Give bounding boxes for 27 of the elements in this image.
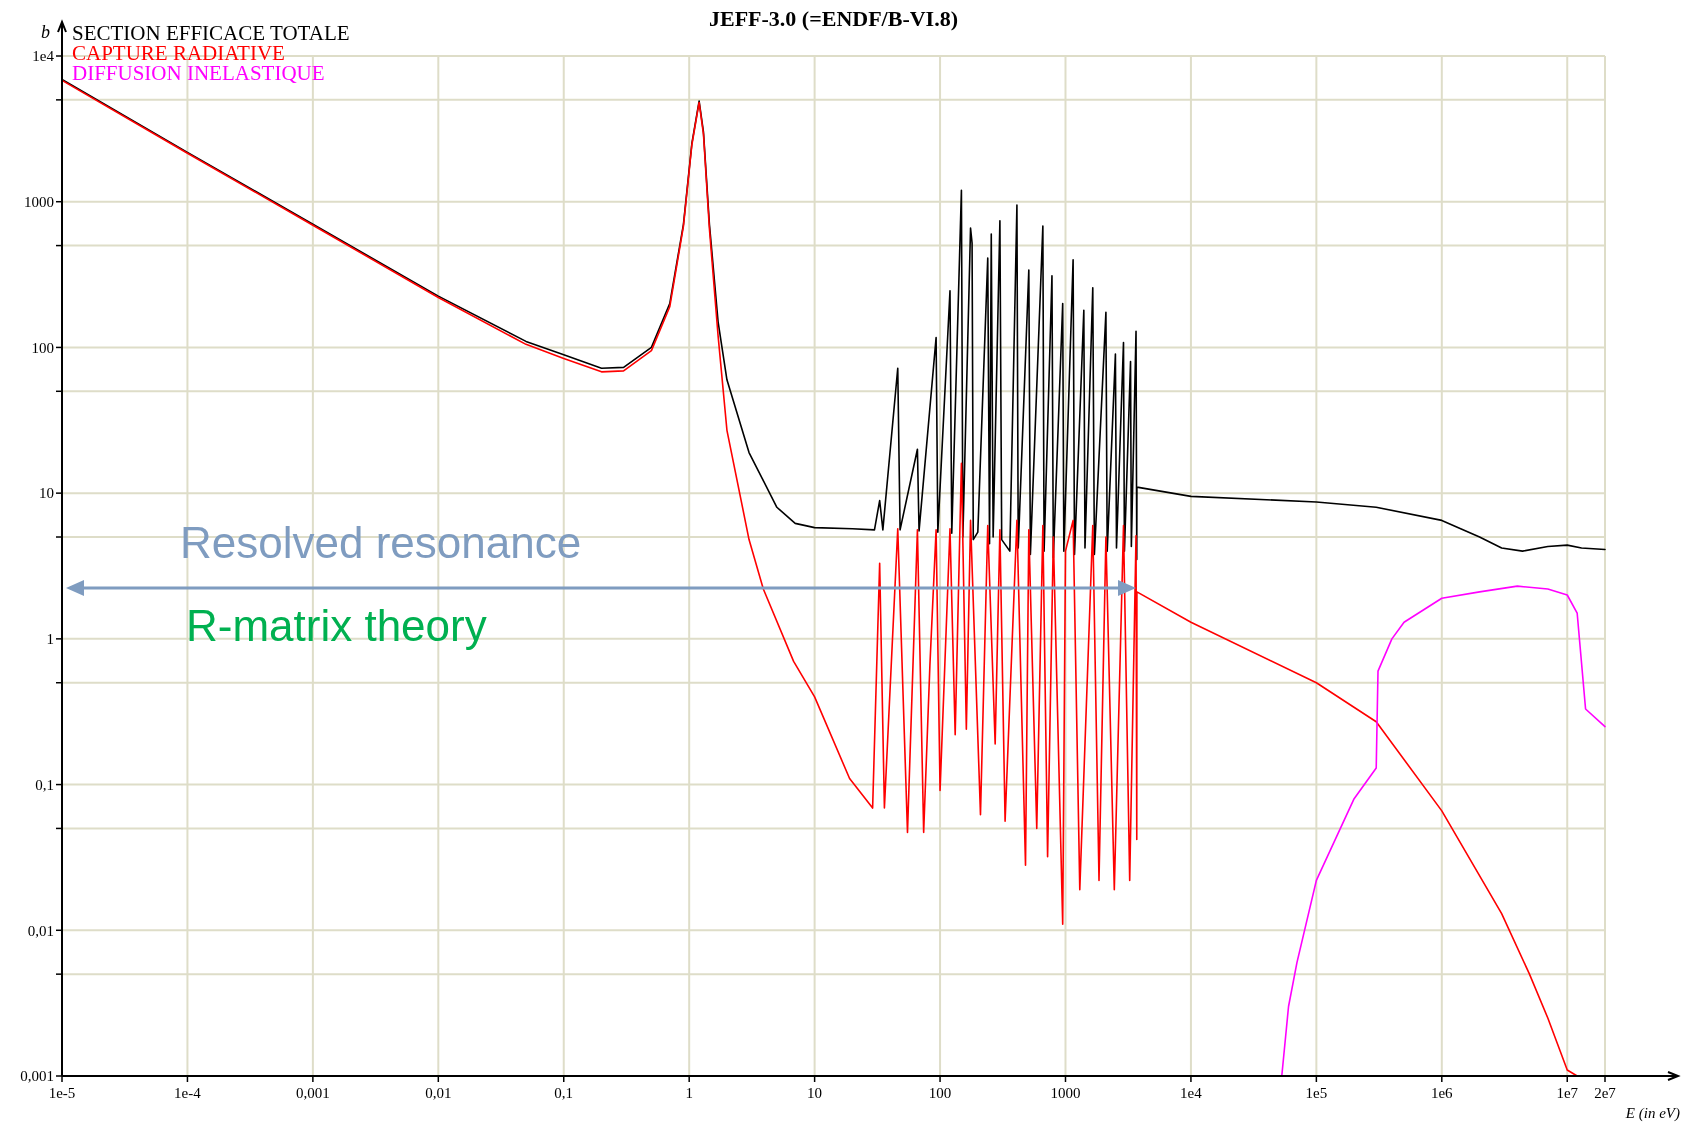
annotation: R-matrix theory [186,601,487,650]
x-tick-label: 2e7 [1594,1085,1617,1101]
y-tick-label: 100 [31,339,54,356]
x-tick-label: 1e4 [1180,1085,1203,1101]
y-tick-label: 0,1 [35,776,54,793]
y-axis-title: b [41,22,50,42]
x-tick-label: 1e5 [1305,1085,1328,1101]
x-tick-label: 10 [807,1085,823,1101]
y-tick-label: 0,01 [27,922,54,939]
x-tick-label: 0,001 [296,1085,330,1101]
x-tick-label: 100 [928,1085,952,1101]
x-tick-label: 1000 [1050,1085,1081,1101]
x-tick-label: 1e-5 [48,1085,76,1101]
y-tick-label: 10 [39,485,54,502]
y-tick-label: 1 [46,631,54,648]
y-tick-label: 1e4 [32,48,55,65]
x-tick-label: 1e7 [1556,1085,1579,1101]
x-tick-label: 1 [685,1085,693,1101]
chart-title: JEFF-3.0 (=ENDF/B-VI.8) [708,6,959,31]
x-tick-label: 0,1 [554,1085,574,1101]
x-tick-label: 1e6 [1430,1085,1454,1101]
y-tick-label: 0,001 [20,1068,54,1085]
x-axis-title: E (in eV) [1624,1105,1680,1122]
annotation: Resolved resonance [180,518,582,567]
y-tick-label: 1000 [24,193,54,210]
x-tick-label: 0,01 [425,1085,452,1101]
x-tick-label: 1e-4 [174,1085,202,1101]
